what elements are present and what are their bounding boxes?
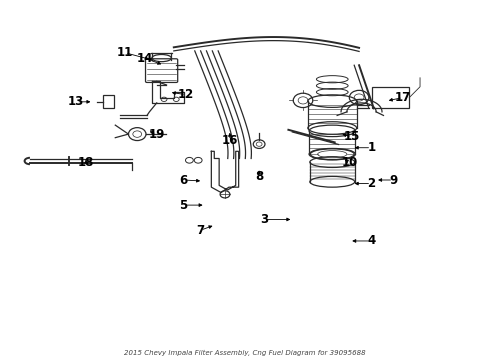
Text: 7: 7 xyxy=(196,224,204,237)
Text: 19: 19 xyxy=(148,127,164,141)
Text: 2015 Chevy Impala Filter Assembly, Cng Fuel Diagram for 39095688: 2015 Chevy Impala Filter Assembly, Cng F… xyxy=(123,350,365,356)
Text: 11: 11 xyxy=(117,46,133,59)
Text: 14: 14 xyxy=(136,51,152,64)
Text: 6: 6 xyxy=(179,174,187,186)
Text: 16: 16 xyxy=(221,134,238,147)
Text: 13: 13 xyxy=(68,95,84,108)
Text: 18: 18 xyxy=(78,156,94,169)
Text: 5: 5 xyxy=(179,199,187,212)
Text: 2: 2 xyxy=(366,177,375,190)
Text: 17: 17 xyxy=(394,91,410,104)
Bar xyxy=(371,87,408,108)
Text: 12: 12 xyxy=(178,88,194,101)
Bar xyxy=(103,95,114,108)
Text: 8: 8 xyxy=(254,170,263,183)
Text: 15: 15 xyxy=(343,130,359,144)
Text: 9: 9 xyxy=(388,174,397,186)
Text: 10: 10 xyxy=(341,156,357,168)
Text: 1: 1 xyxy=(366,141,375,154)
Text: 3: 3 xyxy=(260,213,267,226)
Text: 4: 4 xyxy=(366,234,375,247)
